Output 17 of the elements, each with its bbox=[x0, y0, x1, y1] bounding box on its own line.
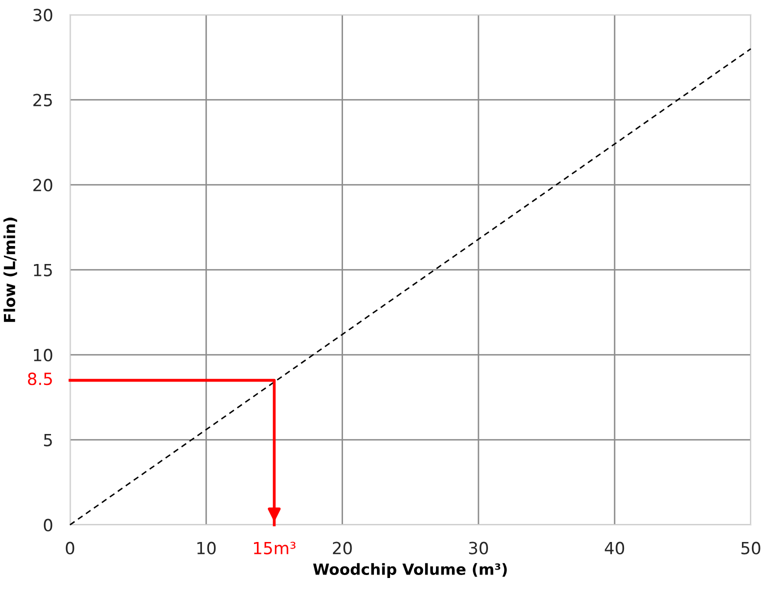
x-tick-label: 20 bbox=[332, 542, 352, 554]
y-tick-label: 0 bbox=[44, 518, 52, 532]
y-tick-label: 10 bbox=[34, 348, 52, 362]
y-axis-title: Flow (L/min) bbox=[3, 218, 18, 322]
x-tick-label: 10 bbox=[197, 542, 216, 554]
annotation: 15m³ bbox=[254, 542, 296, 554]
y-tick-label: 30 bbox=[33, 8, 52, 22]
y-tick-label: 25 bbox=[33, 94, 52, 106]
y-tick-label: 15 bbox=[34, 264, 52, 276]
x-tick-label: 30 bbox=[469, 542, 488, 554]
y-tick-label: 20 bbox=[33, 178, 52, 192]
x-tick-label: 50 bbox=[741, 542, 760, 554]
x-tick-label: 0 bbox=[66, 542, 74, 554]
x-axis-title: Woodchip Volume (m³) bbox=[313, 563, 507, 578]
x-tick-label: 40 bbox=[604, 542, 624, 554]
y-tick-label: 5 bbox=[44, 434, 52, 446]
annotation: 8.5 bbox=[28, 372, 52, 386]
